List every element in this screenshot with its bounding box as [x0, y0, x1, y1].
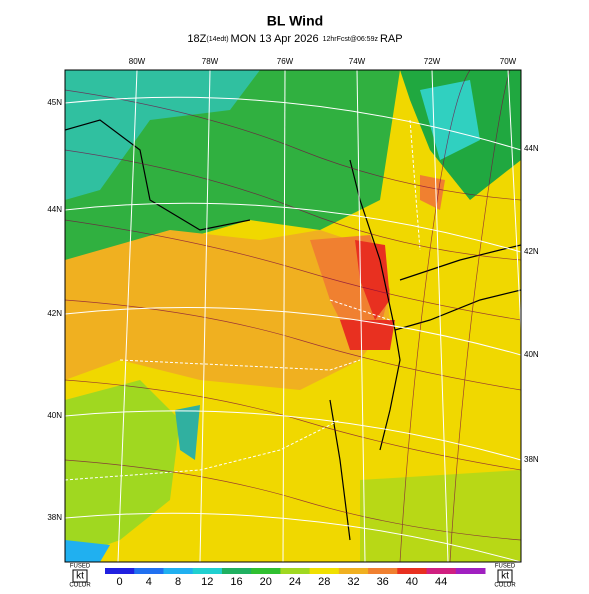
colorbar: 0 4 8 12 16 20 24 28 32 36 40 44FUSEDktCOLORFUSEDkt…: [69, 564, 516, 589]
colorbar-note: kt: [501, 571, 509, 582]
color-cell: [251, 568, 281, 574]
colorbar-label: 36: [377, 576, 389, 588]
unit-box: [497, 569, 513, 583]
forecast: 12hrFcst@06:59z: [323, 36, 379, 43]
color-cell: [368, 568, 398, 574]
lat-label: 38N: [47, 513, 62, 522]
title: BL Wind: [267, 13, 323, 29]
lon-label: 72W: [424, 57, 441, 66]
colorbar-note: kt: [76, 571, 84, 582]
colorbar-label: 4: [146, 576, 152, 588]
color-cell: [280, 568, 311, 574]
colorbar-label: 16: [230, 576, 242, 588]
lat-label: 45N: [47, 98, 62, 107]
lat-label: 42N: [47, 309, 62, 318]
lat-label: 38N: [524, 455, 539, 464]
lon-label: 76W: [277, 57, 294, 66]
colorbar-label: 28: [318, 576, 330, 588]
colorbar-note: FUSED: [495, 564, 516, 570]
color-cell: [455, 568, 486, 574]
colorbar-label: 8: [175, 576, 181, 588]
unit-box: [72, 569, 88, 583]
color-cell: [105, 568, 135, 574]
color-cell: [192, 568, 223, 574]
color-cell: [338, 568, 369, 574]
color-cell: [134, 568, 164, 574]
lon-label: 80W: [129, 57, 146, 66]
colorbar-note: COLOR: [69, 583, 91, 589]
lon-label: 70W: [500, 57, 517, 66]
colorbar-note: COLOR: [494, 583, 516, 589]
lat-label: 42N: [524, 247, 539, 256]
color-cell: [309, 568, 340, 574]
lat-label: 40N: [47, 411, 62, 420]
color-cell: [397, 568, 428, 574]
subtitle: 18Z(14edt) MON 13 Apr 2026 12hrFcst@06:59z…: [187, 33, 402, 45]
lat-label: 40N: [524, 350, 539, 359]
lon-label: 74W: [349, 57, 366, 66]
colorbar-note: FUSED: [70, 564, 91, 570]
colorbar-label: 44: [435, 576, 447, 588]
color-cell: [221, 568, 252, 574]
date: MON 13 Apr 2026: [231, 33, 319, 45]
colorbar-label: 0: [117, 576, 123, 588]
colorbar-label: 12: [201, 576, 213, 588]
colorbar-label: 32: [347, 576, 359, 588]
map-frame: [64, 69, 522, 563]
local-time: (14edt): [206, 36, 228, 43]
colorbar-label: 24: [289, 576, 301, 588]
map-labels: 80W 78W 76W 74W 72W 70W 45N 44N 42N 40N 38N 44N 42N 4…: [47, 57, 539, 522]
lon-label: 78W: [202, 57, 219, 66]
color-cell: [426, 568, 457, 574]
lat-label: 44N: [524, 144, 539, 153]
time: 18Z: [187, 33, 206, 45]
lat-label: 44N: [47, 205, 62, 214]
map-field: [65, 70, 521, 562]
colorbar-label: 20: [260, 576, 272, 588]
model: RAP: [380, 33, 403, 45]
colorbar-label: 40: [406, 576, 418, 588]
color-cell: [163, 568, 194, 574]
